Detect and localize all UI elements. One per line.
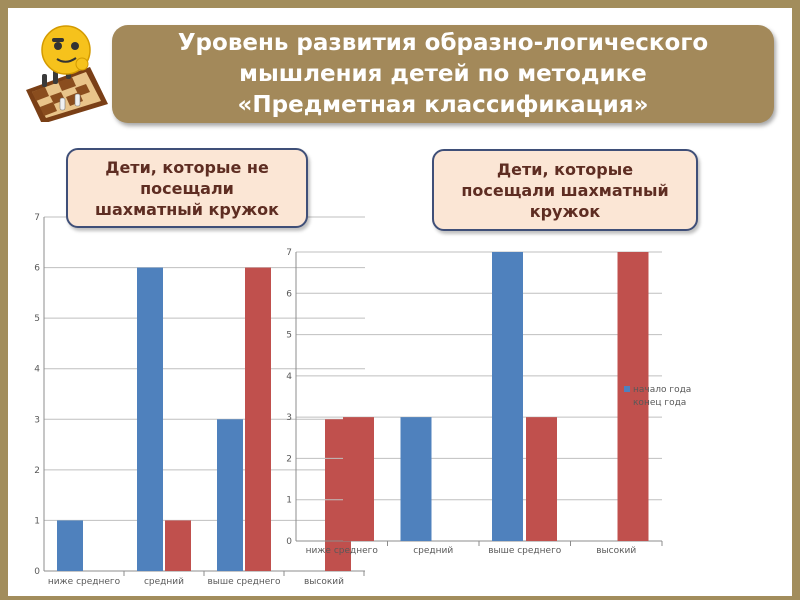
chart2-x-tick-label: выше среднего: [488, 546, 562, 556]
chart1-y-tick-label: 1: [34, 516, 40, 526]
chart1-y-tick-label: 0: [34, 567, 40, 577]
chart2-x-tick-label: ниже среднего: [306, 546, 379, 556]
slide-title-box: Уровень развития образно-логического мыш…: [112, 25, 774, 123]
chart2-bar-end: [526, 417, 557, 541]
chart2-bar-end: [343, 417, 374, 541]
chart2-group: 0 1 2 3 4 5 6 7 ниже среднего средний выше среднег…: [286, 248, 691, 556]
chess-smiley-icon: [20, 12, 110, 126]
chart2-legend-label: начало года: [633, 385, 691, 395]
chart2-y-tick-label: 6: [286, 289, 292, 299]
chart1-y-tick-label: 5: [34, 314, 40, 324]
chart2-y-tick-label: 3: [286, 413, 292, 423]
chart1-bar-start: [57, 520, 83, 571]
chart2-bar-end: [617, 252, 649, 541]
chart2-y-tick-label: 4: [286, 372, 292, 382]
chart2-y-tick-label: 1: [286, 496, 292, 506]
chart1-x-tick-label: выше среднего: [207, 577, 281, 587]
chart2-bar-start: [492, 252, 523, 541]
chart1-x-tick-label: средний: [144, 577, 184, 587]
slide-title: Уровень развития образно-логического мыш…: [177, 29, 709, 118]
chart1-bar-start: [217, 419, 243, 571]
chart2-x-tick-label: средний: [413, 546, 453, 556]
chart1-y-tick-label: 7: [34, 213, 40, 223]
chart1-bar-end: [165, 520, 191, 571]
chart2-legend-label: конец года: [633, 398, 686, 408]
chart1-x-tick-label: высокий: [304, 577, 344, 587]
chart2-x-tick-label: высокий: [596, 546, 636, 556]
callout-non-attending: Дети, которые не посещали шахматный круж…: [66, 148, 308, 228]
chart2-y-tick-label: 2: [286, 454, 292, 464]
callout-attending: Дети, которые посещали шахматный кружок: [432, 149, 698, 231]
chart2-bar-start: [400, 417, 432, 541]
chart1-bar-end: [245, 267, 271, 571]
chart2-y-tick-label: 5: [286, 331, 292, 341]
chart1-bar-start: [137, 267, 163, 571]
chart1-x-tick-label: ниже среднего: [48, 577, 121, 587]
chart2-legend-swatch: [624, 399, 630, 405]
chart2-y-tick-label: 0: [286, 537, 292, 547]
chart1-y-tick-label: 2: [34, 466, 40, 476]
chart1-y-tick-label: 4: [34, 365, 40, 375]
chart1-group: 0 1 2 3 4 5 6 7 ниже среднего средний выше среднег…: [34, 213, 365, 587]
chart1-y-tick-label: 3: [34, 415, 40, 425]
chart1-y-tick-label: 6: [34, 264, 40, 274]
chart2-y-tick-label: 7: [286, 248, 292, 258]
chart2-legend-swatch: [624, 386, 630, 392]
